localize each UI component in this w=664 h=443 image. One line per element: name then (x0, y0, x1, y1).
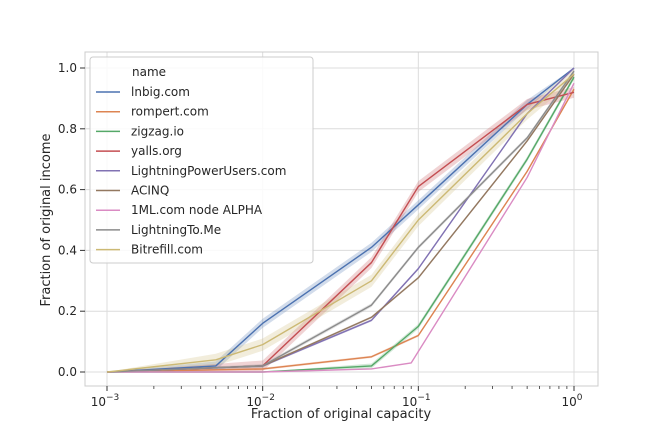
legend-item-label: rompert.com (131, 105, 209, 119)
series-band (107, 86, 574, 373)
legend-items: lnbig.com rompert.com zigzag.io yalls.org Li… (96, 85, 286, 257)
series-line (106, 70, 575, 373)
series-line (106, 73, 575, 373)
plot-frame (84, 51, 599, 387)
legend-title: name (132, 65, 166, 79)
y-tick-label: 0.0 (58, 365, 77, 379)
series-line (107, 82, 575, 373)
legend-item-label: zigzag.io (131, 124, 184, 138)
y-tick-label: 0.6 (58, 183, 77, 197)
x-axis-label: Fraction of original capacity (251, 407, 432, 422)
legend: name lnbig.com rompert.com zigzag.io yalls.… (89, 56, 314, 264)
legend-item-label: LightningTo.Me (131, 223, 221, 237)
x-axis-ticks: 10−3 10−2 10−1 100 (91, 386, 583, 409)
y-tick-label: 0.4 (58, 243, 77, 257)
legend-item-label: Bitrefill.com (131, 243, 203, 257)
x-tick-label: 10−1 (402, 393, 431, 409)
y-axis-label: Fraction of original income (39, 133, 54, 306)
series-lines (106, 67, 575, 373)
y-tick-label: 0.2 (58, 304, 77, 318)
x-tick-label: 10−3 (91, 393, 120, 409)
x-tick-label: 100 (561, 393, 582, 409)
confidence-bands (107, 68, 574, 373)
legend-item-label: yalls.org (131, 144, 182, 158)
legend-item-label: LightningPowerUsers.com (131, 164, 286, 178)
legend-item-label: lnbig.com (131, 85, 190, 99)
y-tick-label: 0.8 (58, 122, 77, 136)
legend-item-label: ACINQ (131, 184, 169, 198)
y-axis-ticks: 0.0 0.2 0.4 0.6 0.8 1.0 (58, 61, 85, 379)
legend-box (89, 56, 314, 264)
legend-item-label: 1ML.com node ALPHA (131, 203, 263, 217)
y-tick-label: 1.0 (58, 61, 77, 75)
x-tick-label: 10−2 (246, 393, 275, 409)
